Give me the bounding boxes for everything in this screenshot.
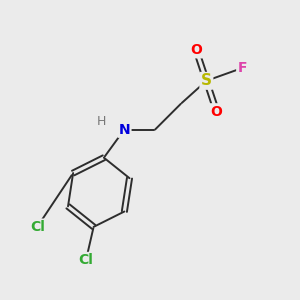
Text: O: O bbox=[211, 105, 223, 118]
Text: N: N bbox=[118, 122, 130, 136]
Text: S: S bbox=[201, 73, 212, 88]
Text: F: F bbox=[238, 61, 247, 75]
Text: O: O bbox=[190, 43, 202, 57]
Text: Cl: Cl bbox=[30, 220, 45, 234]
Text: Cl: Cl bbox=[79, 253, 93, 267]
Text: H: H bbox=[97, 115, 106, 128]
